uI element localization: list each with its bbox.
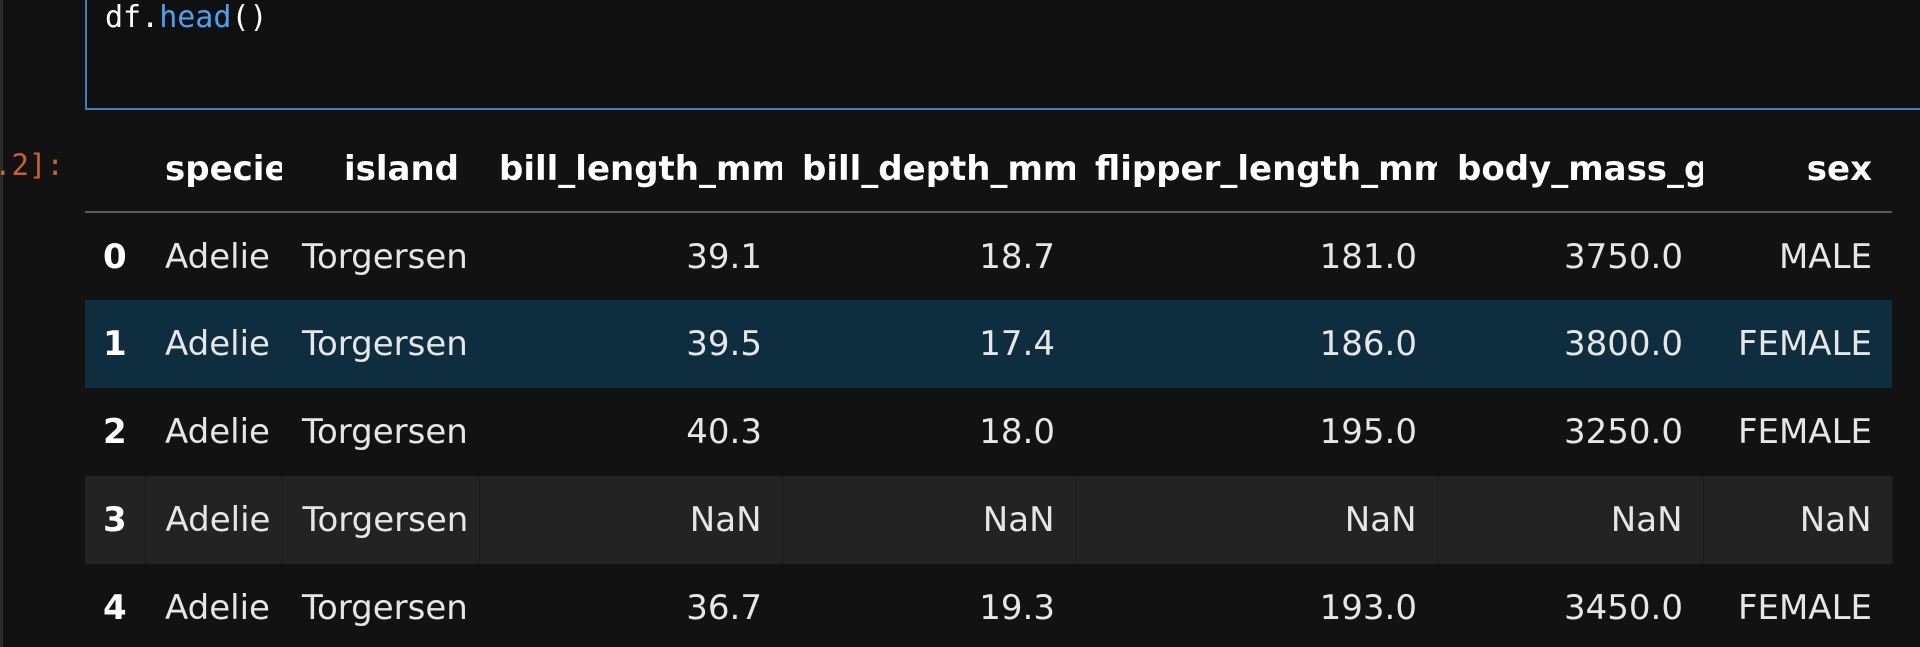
table-cell: 17.4	[979, 324, 1055, 364]
row-index: 4	[103, 588, 127, 628]
column-header: bill_length_mm	[479, 127, 782, 213]
table-cell: 3750.0	[1564, 236, 1683, 277]
table-cell: Adelie	[165, 236, 270, 277]
table-cell: NaN	[479, 476, 783, 564]
table-cell: 3250.0	[1564, 412, 1683, 452]
row-index: 3	[85, 476, 146, 564]
execution-count: .2]:	[0, 148, 64, 182]
code-dot: .	[141, 0, 160, 35]
table-cell: Torgersen	[302, 236, 468, 277]
table-cell: Torgersen	[282, 476, 480, 564]
column-header: flipper_length_mm	[1075, 127, 1437, 213]
table-cell: MALE	[1778, 236, 1872, 277]
dataframe-output-table: species island bill_length_mm bill_depth…	[85, 127, 1893, 647]
column-header: body_mass_g	[1437, 127, 1703, 213]
table-cell: Adelie	[165, 588, 270, 628]
table-header-row: species island bill_length_mm bill_depth…	[85, 127, 1892, 213]
code-cell-editor[interactable]: df.head()	[85, 0, 1920, 110]
code-line[interactable]: df.head()	[105, 0, 268, 35]
row-index: 0	[103, 236, 127, 277]
row-index: 1	[103, 324, 127, 364]
table-cell: Adelie	[145, 476, 283, 564]
column-header: species	[145, 127, 282, 213]
table-cell: 195.0	[1319, 412, 1417, 452]
index-header	[85, 127, 145, 213]
table-cell: 39.5	[686, 324, 762, 364]
table-cell: 19.3	[979, 588, 1055, 628]
table-row: 2 Adelie Torgersen 40.3 18.0 195.0 3250.…	[85, 388, 1892, 476]
table-cell: Torgersen	[302, 324, 468, 364]
table-cell: 3450.0	[1564, 588, 1683, 628]
table-cell: 181.0	[1319, 236, 1417, 277]
column-header: island	[282, 127, 479, 213]
table-cell: 18.0	[979, 412, 1055, 452]
table-cell: Torgersen	[302, 412, 468, 452]
table-cell: NaN	[1075, 476, 1438, 564]
table-cell: 193.0	[1319, 588, 1417, 628]
table-cell: NaN	[782, 476, 1076, 564]
table-row: 4 Adelie Torgersen 36.7 19.3 193.0 3450.…	[85, 564, 1892, 647]
code-object: df	[105, 0, 142, 35]
table-cell: FEMALE	[1737, 412, 1872, 452]
column-header: sex	[1703, 127, 1892, 213]
table-cell: 186.0	[1319, 324, 1417, 364]
table-cell: 40.3	[686, 412, 762, 452]
code-parens: ()	[231, 0, 268, 35]
table-cell: 3800.0	[1564, 324, 1683, 364]
row-index: 2	[103, 412, 127, 452]
table-cell: 36.7	[686, 588, 762, 628]
table-row: 0 Adelie Torgersen 39.1 18.7 181.0 3750.…	[85, 212, 1892, 300]
table-cell: 39.1	[686, 236, 762, 277]
table-cell: Torgersen	[302, 588, 468, 628]
table-cell: Adelie	[165, 324, 270, 364]
table-row-hovered: 1 Adelie Torgersen 39.5 17.4 186.0 3800.…	[85, 300, 1892, 388]
table-row-nan: 3 Adelie Torgersen NaN NaN NaN NaN NaN	[85, 476, 1893, 564]
table-cell: NaN	[1437, 476, 1704, 564]
cell-gutter-border	[0, 0, 3, 647]
code-method: head	[159, 0, 232, 35]
table-cell: Adelie	[165, 412, 270, 452]
table-cell: FEMALE	[1737, 588, 1872, 628]
column-header: bill_depth_mm	[782, 127, 1075, 213]
table-cell: FEMALE	[1737, 324, 1872, 364]
table-cell: NaN	[1703, 476, 1893, 564]
table-cell: 18.7	[979, 236, 1055, 277]
